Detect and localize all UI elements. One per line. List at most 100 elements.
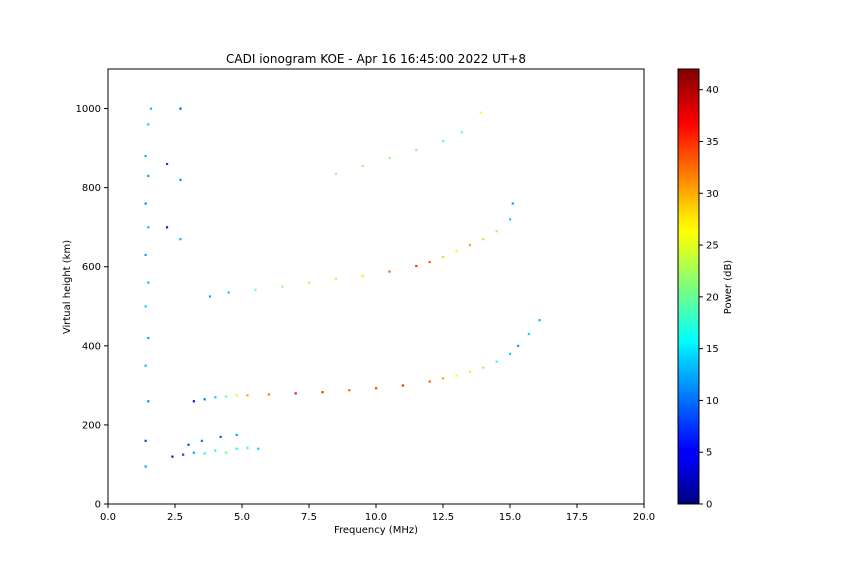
echo-point bbox=[479, 111, 482, 114]
colorbar-tick-label: 40 bbox=[706, 85, 719, 96]
echo-point bbox=[165, 162, 169, 166]
echo-point bbox=[214, 449, 217, 452]
y-tick-label: 600 bbox=[82, 262, 101, 273]
echo-point bbox=[468, 243, 471, 247]
echo-point bbox=[147, 400, 150, 403]
echo-point bbox=[147, 123, 150, 126]
plot-area bbox=[107, 68, 645, 505]
echo-point bbox=[203, 398, 206, 401]
echo-point bbox=[281, 285, 284, 288]
echo-point bbox=[182, 453, 185, 456]
y-tick-label: 200 bbox=[82, 420, 101, 431]
echo-point bbox=[257, 447, 260, 450]
y-tick-label: 1000 bbox=[76, 104, 101, 115]
echo-point bbox=[246, 446, 249, 450]
colorbar-tick-label: 35 bbox=[706, 137, 719, 148]
x-tick-label: 17.5 bbox=[566, 512, 588, 523]
echo-point bbox=[428, 380, 431, 383]
echo-point bbox=[165, 226, 169, 229]
echo-point bbox=[208, 295, 212, 298]
echo-point bbox=[179, 178, 182, 181]
echo-point bbox=[415, 149, 418, 152]
y-tick-label: 0 bbox=[95, 500, 101, 511]
echo-point bbox=[147, 226, 150, 229]
echo-point bbox=[321, 391, 324, 394]
echo-point bbox=[334, 277, 337, 280]
echo-point bbox=[334, 172, 337, 175]
echo-point bbox=[509, 218, 512, 221]
echo-point bbox=[235, 394, 238, 397]
y-axis-ticks: 0 200 400 600 800 1000 bbox=[76, 104, 108, 511]
echo-point bbox=[224, 395, 228, 398]
echo-point bbox=[171, 455, 174, 458]
echo-point bbox=[361, 274, 364, 278]
echo-point bbox=[308, 281, 311, 284]
echo-point bbox=[187, 443, 190, 446]
echo-point bbox=[442, 139, 445, 143]
x-tick-label: 2.5 bbox=[167, 512, 183, 523]
echo-point bbox=[179, 238, 182, 241]
echo-point bbox=[147, 174, 150, 177]
echo-point bbox=[235, 447, 238, 450]
echo-point bbox=[235, 433, 238, 436]
x-tick-label: 5.0 bbox=[234, 512, 250, 523]
x-tick-label: 15.0 bbox=[499, 512, 521, 523]
colorbar-ticks: 0 5 10 15 20 25 30 35 40 bbox=[699, 85, 719, 511]
colorbar-tick-label: 15 bbox=[706, 344, 719, 355]
echo-point bbox=[482, 238, 485, 241]
echo-point bbox=[517, 344, 520, 348]
echo-point bbox=[192, 400, 195, 403]
echo-point bbox=[144, 305, 147, 308]
echo-point bbox=[192, 451, 195, 454]
colorbar bbox=[677, 68, 700, 505]
echo-point bbox=[468, 370, 471, 373]
echo-point bbox=[144, 439, 147, 442]
x-tick-label: 7.5 bbox=[301, 512, 317, 523]
echo-point bbox=[455, 374, 458, 377]
echo-point bbox=[428, 260, 431, 264]
echo-point bbox=[203, 452, 206, 455]
y-tick-label: 400 bbox=[82, 341, 101, 352]
x-axis-ticks: 0.0 2.5 5.0 7.5 10.0 12.5 15.0 17.5 20.0 bbox=[100, 504, 655, 523]
echo-point bbox=[495, 360, 498, 363]
echo-point bbox=[147, 336, 150, 340]
echo-point bbox=[375, 387, 378, 390]
y-axis-label: Virtual height (km) bbox=[62, 240, 73, 334]
echo-point bbox=[455, 249, 458, 253]
echo-point bbox=[224, 451, 228, 454]
echo-point bbox=[144, 364, 147, 367]
echo-point bbox=[144, 465, 147, 468]
echo-point bbox=[144, 155, 147, 158]
echo-point bbox=[144, 202, 147, 205]
echo-point bbox=[511, 202, 514, 205]
colorbar-tick-label: 5 bbox=[706, 448, 712, 459]
colorbar-label: Power (dB) bbox=[723, 260, 734, 315]
x-tick-label: 12.5 bbox=[432, 512, 454, 523]
y-tick-label: 800 bbox=[82, 183, 101, 194]
colorbar-tick-label: 30 bbox=[706, 189, 719, 200]
colorbar-tick-label: 20 bbox=[706, 292, 719, 303]
echo-point bbox=[144, 253, 147, 257]
echo-point bbox=[388, 156, 391, 160]
echo-point bbox=[538, 319, 541, 322]
colorbar-tick-label: 10 bbox=[706, 396, 719, 407]
echo-point bbox=[214, 396, 217, 399]
chart-title: CADI ionogram KOE - Apr 16 16:45:00 2022… bbox=[226, 52, 526, 66]
echo-point bbox=[388, 270, 391, 273]
echo-point bbox=[254, 288, 257, 291]
x-tick-label: 20.0 bbox=[633, 512, 655, 523]
echo-point bbox=[179, 107, 182, 110]
colorbar-tick-label: 0 bbox=[706, 500, 712, 511]
echo-point bbox=[442, 255, 445, 259]
echo-point bbox=[509, 352, 512, 355]
echo-point bbox=[200, 439, 203, 442]
echo-point bbox=[495, 230, 498, 233]
echo-point bbox=[227, 291, 230, 294]
echo-point bbox=[267, 393, 270, 396]
colorbar-tick-label: 25 bbox=[706, 241, 719, 252]
x-tick-label: 10.0 bbox=[365, 512, 387, 523]
echo-point bbox=[442, 377, 445, 380]
data-points bbox=[144, 107, 541, 468]
echo-point bbox=[460, 131, 463, 134]
